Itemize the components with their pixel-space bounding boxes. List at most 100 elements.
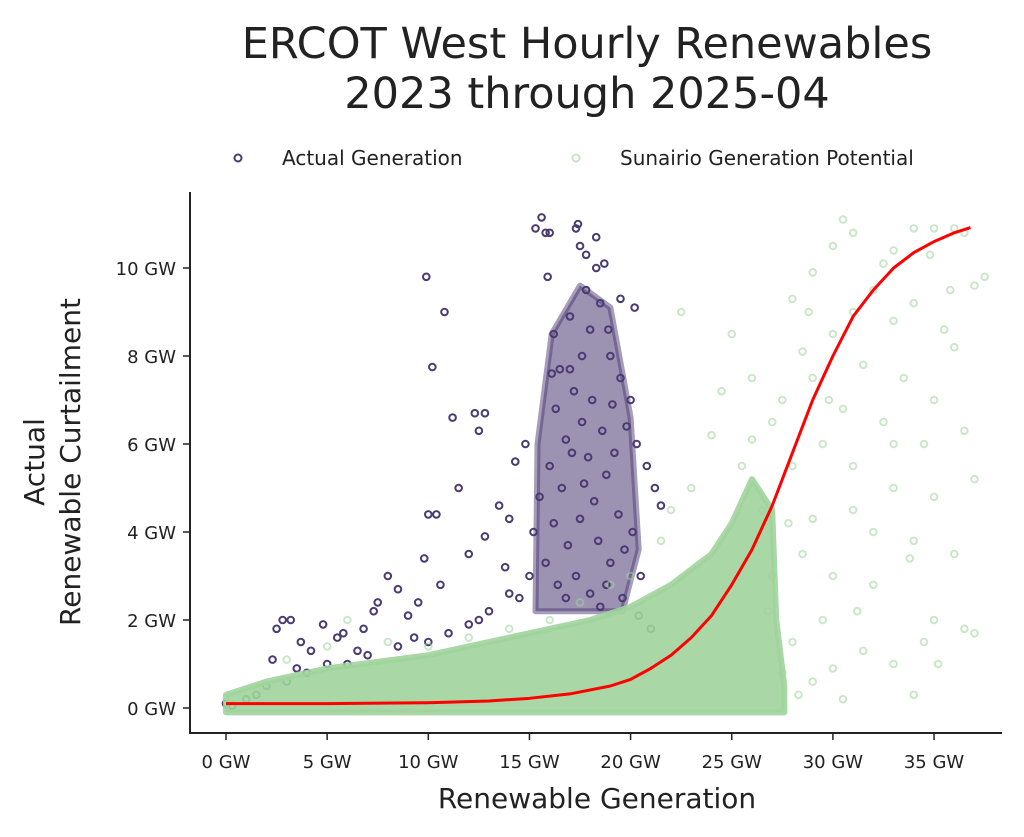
data-point: [838, 694, 848, 704]
data-point: [561, 435, 571, 444]
data-point: [869, 580, 878, 590]
data-point: [757, 505, 767, 515]
data-point: [610, 448, 619, 458]
data-point: [808, 677, 817, 686]
data-point: [656, 536, 666, 546]
data-point: [933, 659, 943, 669]
data-point: [521, 439, 530, 449]
data-point: [591, 232, 601, 242]
legend-marker-actual: [233, 153, 243, 163]
data-point: [707, 430, 716, 440]
data-point: [960, 624, 969, 634]
x-tick-label: 15 GW: [499, 752, 560, 773]
data-point: [424, 642, 433, 651]
data-point: [555, 364, 565, 374]
data-point: [424, 637, 433, 647]
data-point: [436, 580, 445, 590]
data-point: [622, 422, 631, 431]
data-point: [565, 312, 575, 321]
data-point: [970, 281, 979, 290]
data-point: [614, 510, 623, 519]
data-point: [409, 633, 419, 642]
data-point: [500, 562, 510, 572]
data-point: [565, 364, 575, 374]
data-point: [494, 501, 504, 510]
data-point: [537, 213, 546, 222]
data-point: [504, 589, 514, 598]
data-point: [909, 690, 919, 700]
data-point: [541, 228, 550, 238]
data-point: [618, 593, 627, 603]
data-point: [575, 514, 585, 524]
x-tick-label: 20 GW: [600, 752, 661, 773]
data-point: [604, 325, 613, 334]
data-point: [602, 470, 611, 480]
data-point: [919, 637, 929, 647]
data-point: [464, 633, 474, 642]
data-point: [474, 615, 484, 625]
data-point: [579, 479, 589, 488]
data-point: [383, 637, 393, 647]
data-point: [970, 628, 979, 638]
data-point: [858, 360, 868, 370]
data-point: [571, 571, 581, 581]
data-point: [278, 615, 287, 625]
data-point: [808, 373, 817, 383]
data-point: [686, 483, 696, 493]
data-point: [413, 598, 423, 607]
dense-region: [223, 476, 788, 716]
data-point: [424, 510, 433, 519]
data-point: [717, 386, 726, 396]
data-point: [798, 549, 807, 559]
data-point: [608, 400, 617, 409]
data-point: [788, 294, 797, 304]
data-point: [889, 316, 898, 326]
data-point: [970, 474, 979, 484]
data-point: [869, 285, 878, 295]
data-point: [474, 426, 484, 436]
data-point: [828, 571, 838, 581]
data-point: [545, 228, 554, 238]
data-point: [869, 527, 878, 537]
y-tick-label: 6 GW: [127, 435, 176, 456]
data-point: [602, 580, 611, 590]
data-point: [563, 540, 573, 550]
data-point: [763, 606, 773, 616]
data-point: [545, 461, 554, 471]
data-point: [620, 545, 629, 554]
data-point: [960, 426, 969, 436]
data-point: [373, 598, 383, 607]
data-point: [510, 457, 520, 466]
data-point: [543, 272, 552, 282]
data-point: [448, 413, 457, 422]
data-point: [848, 505, 858, 515]
data-point: [332, 633, 342, 642]
data-point: [535, 492, 544, 502]
data-point: [626, 571, 635, 581]
y-axis-label-line-2: Renewable Curtailment: [54, 298, 87, 626]
data-point: [737, 461, 747, 471]
data-point: [561, 593, 571, 603]
data-point: [905, 554, 915, 563]
data-point: [650, 483, 660, 493]
x-axis-ticks: 0 GW 5 GW 10 GW 15 GW 20 GW 25 GW 30 GW 35 GW: [202, 733, 964, 773]
legend-label-potential: Sunairio Generation Potential: [620, 146, 914, 170]
data-point: [767, 571, 777, 581]
data-point: [292, 664, 302, 673]
data-point: [575, 241, 585, 251]
data-point: [889, 246, 898, 255]
data-point: [464, 620, 474, 629]
data-point: [616, 294, 625, 304]
data-point: [808, 514, 817, 524]
data-point: [322, 642, 332, 651]
y-tick-label: 10 GW: [116, 259, 177, 280]
data-point: [818, 439, 828, 449]
data-point: [824, 395, 834, 405]
data-point: [788, 461, 797, 471]
data-point: [727, 329, 737, 339]
data-point: [852, 606, 862, 616]
data-point: [929, 395, 939, 405]
x-tick-label: 10 GW: [398, 752, 459, 773]
data-point: [529, 527, 538, 537]
data-point: [557, 483, 567, 493]
